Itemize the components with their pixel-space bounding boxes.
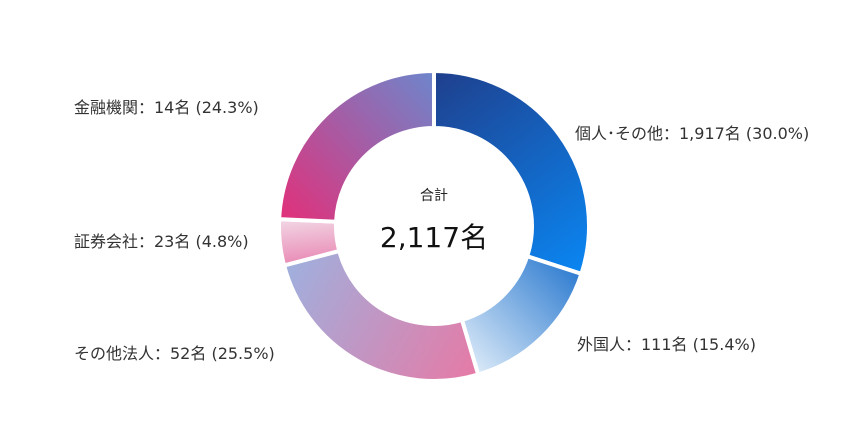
- label-foreign: 外国人：111名 (15.4%): [577, 335, 756, 354]
- center-label: 合計: [420, 188, 448, 204]
- label-securities: 証券会社：23名 (4.8%): [74, 232, 249, 251]
- slice-individual: [432, 68, 591, 277]
- label-other-corporations: その他法人：52名 (25.5%): [74, 344, 275, 363]
- label-financial: 金融機関：14名 (24.3%): [74, 98, 259, 117]
- slice-foreign: [459, 253, 584, 378]
- slice-financial: [277, 68, 436, 224]
- slices: [277, 68, 591, 383]
- label-individual: 個人･その他：1,917名 (30.0%): [575, 124, 809, 143]
- center-total: 2,117名: [380, 221, 488, 254]
- slice-other-corporations: [281, 248, 481, 383]
